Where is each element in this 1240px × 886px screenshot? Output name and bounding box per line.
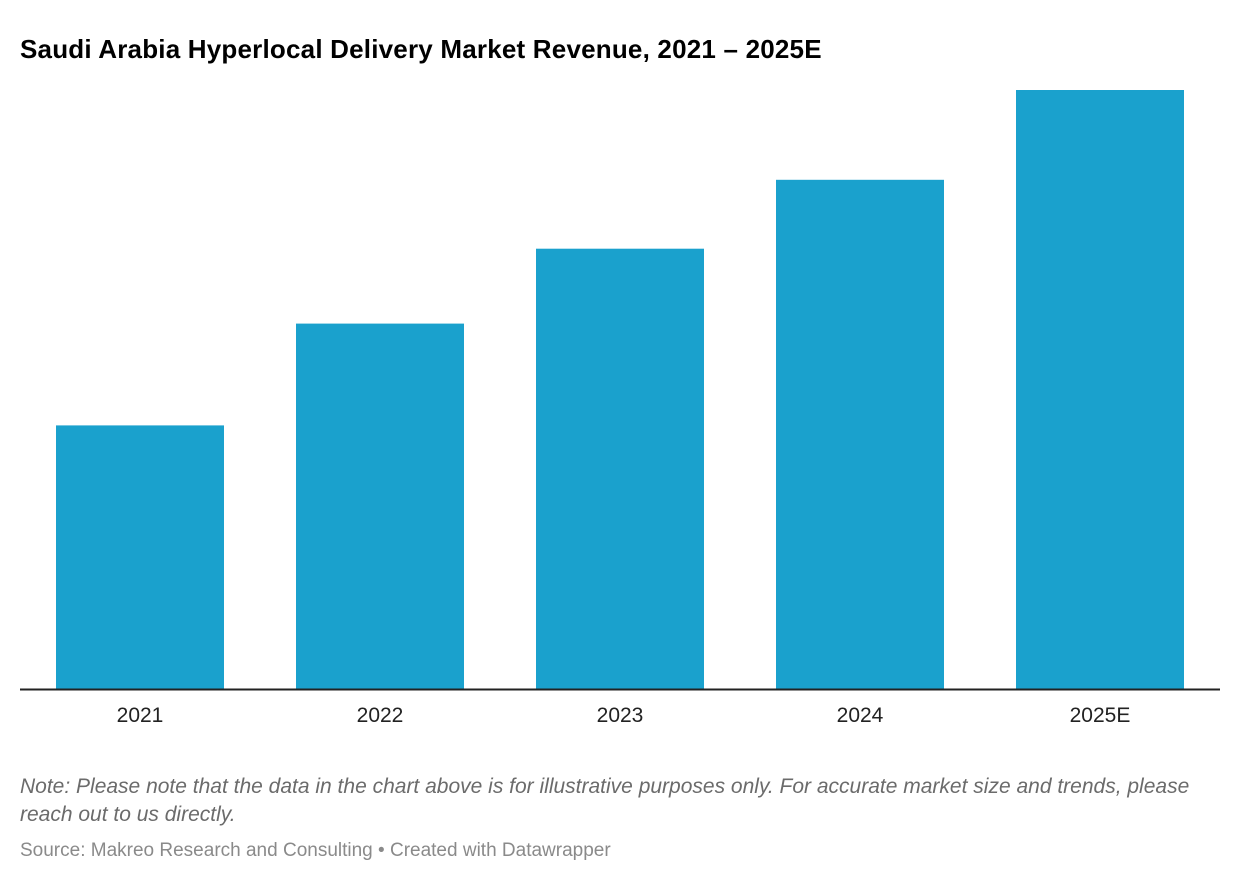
bar-2024 (776, 179, 944, 690)
bar-2025E (1016, 90, 1184, 689)
source-credit: Created with Datawrapper (389, 840, 611, 861)
chart-note: Note: Please note that the data in the c… (20, 775, 1190, 826)
source-separator: • (378, 840, 385, 861)
x-tick-label: 2025E (1070, 704, 1131, 727)
x-tick-label: 2021 (117, 704, 164, 727)
bar-2021 (56, 425, 224, 689)
source-text: Source: Makreo Research and Consulting (20, 840, 373, 861)
bar-chart: 2021 2022 2023 2024 2025E (20, 90, 1220, 727)
chart-source: Source: Makreo Research and Consulting •… (20, 840, 611, 862)
bar-2023 (536, 248, 704, 689)
x-tick-label: 2024 (837, 704, 884, 727)
x-tick-label: 2022 (357, 704, 404, 727)
x-tick-label: 2023 (597, 704, 644, 727)
chart-title: Saudi Arabia Hyperlocal Delivery Market … (20, 34, 822, 64)
bar-2022 (296, 323, 464, 689)
